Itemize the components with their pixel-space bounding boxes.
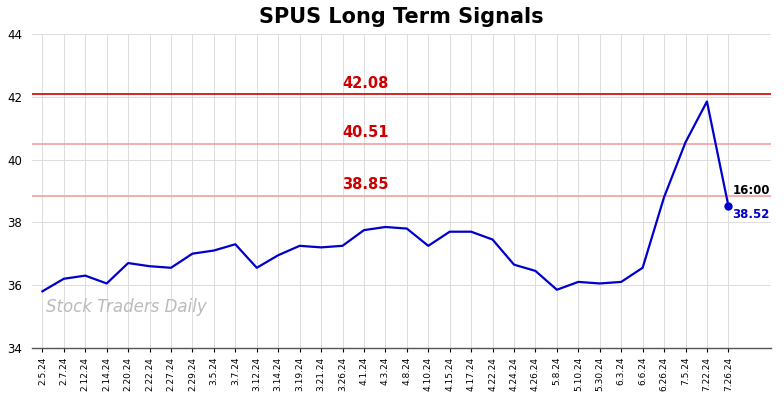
Text: 38.52: 38.52 <box>733 207 770 220</box>
Text: 38.85: 38.85 <box>343 178 389 193</box>
Text: 40.51: 40.51 <box>343 125 389 140</box>
Text: 42.08: 42.08 <box>343 76 389 91</box>
Text: 16:00: 16:00 <box>733 183 770 197</box>
Text: Stock Traders Daily: Stock Traders Daily <box>46 298 207 316</box>
Title: SPUS Long Term Signals: SPUS Long Term Signals <box>260 7 544 27</box>
